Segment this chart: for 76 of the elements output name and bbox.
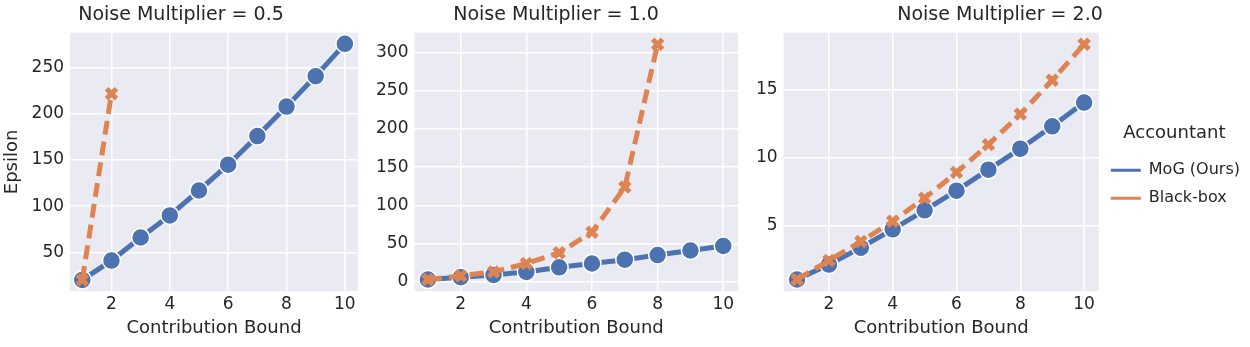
point [1012,106,1028,122]
y-tick-label: 100 [375,193,409,214]
y-axis-title: Epsilon [0,129,22,195]
y-tick-label: 300 [375,41,409,62]
y-tick-label: 150 [375,155,409,176]
y-tick-label: 0 [397,270,409,291]
point [1074,92,1094,113]
point [946,180,967,201]
y-tick-label: 50 [42,240,65,261]
y-tick-label: 200 [375,117,409,138]
y-tick-label: 200 [31,102,65,123]
x-tick-label: 8 [281,292,292,313]
y-tick-label: 100 [31,194,65,215]
chart-title: Noise Multiplier = 0.5 [78,2,284,25]
y-tick-label: 250 [375,79,409,100]
y-tick-label: 5 [766,213,778,234]
point [615,249,635,270]
point [650,36,666,52]
y-tick-label: 250 [31,56,65,77]
point [582,253,602,274]
x-tick-label: 10 [1073,292,1095,313]
point [1076,36,1092,52]
point [518,256,534,271]
legend-label: Black-box [1148,187,1227,207]
point [980,137,996,153]
point [218,154,238,175]
x-tick-label: 10 [334,292,356,313]
point [978,159,999,180]
x-tick-label: 4 [887,292,899,313]
y-tick-label: 10 [755,145,778,166]
x-tick-label: 2 [106,292,117,313]
point [680,240,701,261]
point [551,245,567,261]
x-tick-label: 10 [712,292,735,313]
point [917,190,933,206]
point [647,245,668,265]
point [949,164,964,180]
point [1042,116,1062,137]
x-axis-title: Contribution Bound [126,315,302,337]
legend-label: MoG (Ours) [1148,159,1241,179]
point [914,200,935,221]
point [584,224,600,240]
point [821,253,837,268]
chart-title: Noise Multiplier = 2.0 [897,2,1103,25]
x-tick-label: 8 [652,292,664,313]
point [104,86,119,102]
x-tick-label: 2 [455,292,467,313]
x-tick-label: 6 [222,292,234,313]
point [189,180,209,201]
x-tick-label: 6 [586,292,598,313]
x-tick-label: 6 [951,292,962,313]
point [1010,138,1031,159]
x-axis-title: Contribution Bound [488,315,664,337]
point [713,236,733,256]
legend-title: Accountant [1123,121,1226,143]
point [617,179,633,195]
point [853,234,869,249]
x-tick-label: 4 [520,292,532,313]
x-tick-label: 2 [823,292,835,313]
point [885,213,901,229]
point [549,257,569,278]
x-tick-label: 8 [1014,292,1026,313]
y-tick-label: 15 [755,78,778,99]
point [160,205,180,226]
point [1044,72,1060,88]
x-axis-title: Contribution Bound [853,315,1029,337]
x-tick-label: 4 [164,292,176,313]
point [101,250,122,271]
chart-title: Noise Multiplier = 1.0 [453,2,659,25]
point [130,227,151,248]
point [276,96,297,117]
y-tick-label: 150 [31,148,65,169]
point [335,34,355,54]
y-tick-label: 50 [386,232,409,253]
point [247,126,268,146]
point [305,66,326,86]
